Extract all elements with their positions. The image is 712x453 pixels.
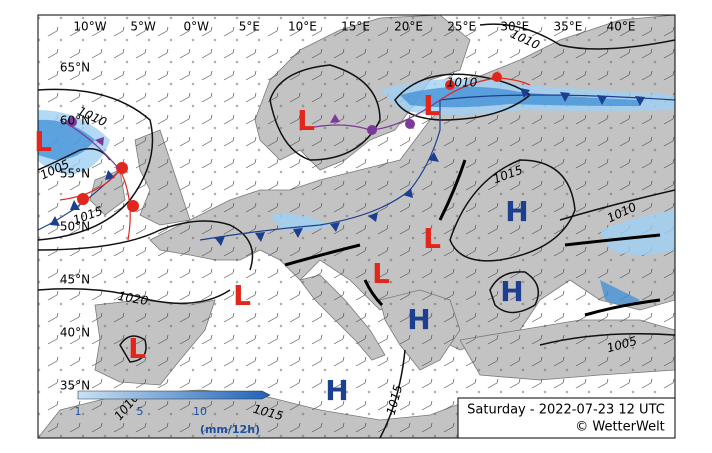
- longitude-label: 10°W: [73, 20, 106, 34]
- low-pressure: L: [423, 89, 441, 122]
- latitude-label: 35°N: [60, 379, 90, 393]
- high-pressure: H: [505, 195, 528, 228]
- precipitation: [600, 280, 640, 305]
- low-pressure: L: [128, 332, 146, 365]
- isobar: [38, 288, 231, 305]
- longitude-label: 15°E: [341, 20, 370, 34]
- low-pressure: L: [34, 125, 52, 158]
- longitude-label: 20°E: [394, 20, 423, 34]
- trough: [564, 233, 661, 247]
- high-pressure: H: [500, 275, 523, 308]
- longitude-label: 5°W: [130, 20, 156, 34]
- occluded-front: [59, 119, 121, 171]
- low-pressure: L: [423, 222, 441, 255]
- longitude-label: 35°E: [553, 20, 582, 34]
- warm-front-symbols: [77, 72, 502, 212]
- legend-ticks: 1 5 10: [75, 405, 208, 418]
- caption-copyright: © WetterWelt: [575, 420, 665, 435]
- legend-tick: 5: [137, 405, 144, 418]
- cold-front: [439, 94, 675, 101]
- low-pressure: L: [372, 257, 390, 290]
- precipitation: [270, 213, 330, 231]
- isobar-label: 1020: [117, 289, 150, 308]
- map-area: [38, 15, 675, 438]
- longitude-label: 30°E: [500, 20, 529, 34]
- occluded-front-symbols: [67, 114, 415, 146]
- longitude-label: 10°E: [288, 20, 317, 34]
- cold-front: [199, 100, 441, 241]
- latitude-label: 65°N: [60, 61, 90, 75]
- warm-front: [59, 169, 121, 201]
- isobar: [38, 220, 254, 271]
- longitude-label: 25°E: [447, 20, 476, 34]
- high-pressure: H: [325, 374, 348, 407]
- longitude-label: 5°E: [239, 20, 260, 34]
- low-pressure: L: [297, 104, 315, 137]
- latitude-label: 50°N: [60, 220, 90, 234]
- longitude-label: 0°W: [183, 20, 209, 34]
- legend: 1 5 10 (mm/12h): [75, 390, 271, 436]
- isobar: [479, 23, 675, 50]
- isobar: [539, 333, 675, 346]
- isobar: [449, 159, 576, 262]
- latitude-label: 40°N: [60, 326, 90, 340]
- precipitation: [400, 86, 640, 108]
- latitude-label: 45°N: [60, 273, 90, 287]
- isobar: [379, 349, 406, 438]
- trough: [284, 243, 361, 267]
- isobar: [38, 148, 111, 171]
- isobar: [489, 271, 540, 314]
- isobar: [119, 335, 147, 363]
- isobar: [38, 88, 154, 241]
- trough: [363, 279, 384, 307]
- caption-date: Saturday - 2022-07-23 12 UTC: [467, 403, 665, 418]
- legend-tick: 10: [193, 405, 207, 418]
- caption: Saturday - 2022-07-23 12 UTC © WetterWel…: [457, 397, 676, 439]
- latitude-label: 60°N: [60, 114, 90, 128]
- trough: [438, 159, 467, 221]
- low-pressure: L: [233, 279, 251, 312]
- caption-box: [457, 397, 676, 439]
- isobar: [269, 64, 381, 161]
- latitude-labels: 65°N 60°N 55°N 50°N 45°N 40°N 35°N: [60, 61, 90, 393]
- map-frame: [37, 14, 676, 439]
- longitude-label: 40°E: [607, 20, 636, 34]
- longitude-labels: 10°W 5°W 0°W 5°E 10°E 15°E 20°E 25°E 30°E 35°E 40°…: [73, 20, 635, 34]
- high-pressure: H: [407, 303, 430, 336]
- precipitation: [600, 210, 675, 255]
- isobar-label: 1010: [447, 76, 478, 90]
- latitude-label: 55°N: [60, 167, 90, 181]
- wind-barbs: [38, 15, 675, 438]
- legend-tick: 1: [75, 405, 82, 418]
- trough: [584, 298, 661, 317]
- isobar: [559, 189, 675, 221]
- colorbar: [77, 390, 271, 400]
- legend-unit: (mm/12h): [200, 423, 260, 436]
